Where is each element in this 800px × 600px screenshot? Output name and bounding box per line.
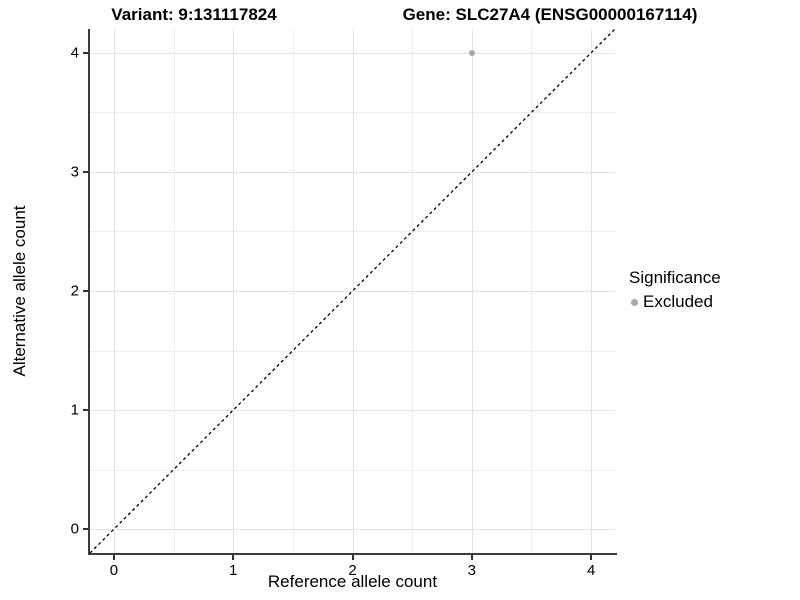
legend-title: Significance — [629, 268, 721, 287]
y-tick-mark — [83, 170, 88, 173]
y-major-gridline — [90, 529, 615, 531]
y-tick-label: 1 — [70, 401, 79, 419]
x-axis-title: Reference allele count — [267, 572, 438, 591]
gene-title: Gene: SLC27A4 (ENSG00000167114) — [402, 5, 698, 24]
y-tick-label: 0 — [70, 520, 79, 538]
y-tick-label: 4 — [70, 44, 79, 62]
x-tick-label: 2 — [348, 562, 357, 579]
legend-entry-excluded: Excluded — [629, 292, 721, 312]
x-tick-label: 1 — [229, 562, 238, 579]
x-tick-mark — [232, 555, 235, 560]
x-tick-mark — [590, 555, 593, 560]
y-axis-line — [88, 29, 90, 555]
y-tick-mark — [83, 409, 88, 412]
x-tick-label: 4 — [586, 562, 596, 579]
x-tick-label: 3 — [467, 562, 476, 579]
y-tick-label: 2 — [70, 282, 79, 300]
y-axis-title: Alternative allele count — [10, 205, 29, 377]
y-major-gridline — [90, 171, 615, 173]
x-tick-mark — [112, 555, 115, 560]
data-point — [468, 49, 475, 56]
legend: Significance Excluded — [629, 268, 721, 312]
y-major-gridline — [90, 291, 615, 292]
plot-panel: 0 1 2 3 4 0 1 2 3 4 — [71, 29, 617, 578]
variant-title: Variant: 9:131117824 — [111, 5, 277, 24]
identity-line-layer — [90, 29, 615, 553]
y-tick-label: 3 — [70, 163, 79, 181]
x-tick-label: 0 — [109, 562, 119, 579]
legend-entry-label: Excluded — [643, 292, 713, 311]
y-tick-mark — [83, 51, 88, 54]
legend-point-swatch — [631, 298, 638, 306]
y-major-gridline — [90, 410, 615, 412]
x-tick-mark — [351, 555, 354, 560]
y-tick-mark — [83, 528, 88, 531]
y-tick-mark — [83, 290, 88, 292]
y-major-gridline — [90, 52, 615, 54]
x-axis-line — [88, 553, 617, 555]
x-tick-mark — [470, 555, 473, 560]
identity-dashed-line — [90, 29, 615, 553]
